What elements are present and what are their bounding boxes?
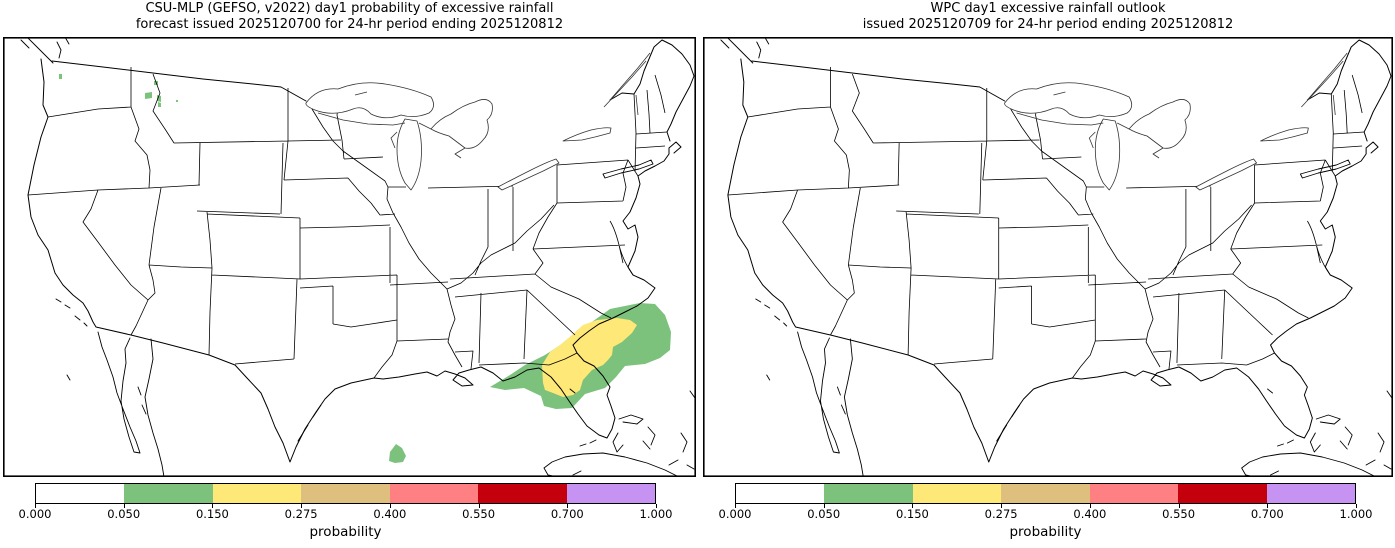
colorbar-tick-label: 0.550 xyxy=(462,507,496,521)
forecast-polygon-nw-speck-5 xyxy=(158,102,161,107)
colorbar-tick-label: 0.400 xyxy=(1073,507,1107,521)
colorbar-segment-0 xyxy=(736,484,825,503)
map-wpc xyxy=(703,37,1393,477)
colorbar-tick-label: 0.400 xyxy=(373,507,407,521)
colorbar-segment-3 xyxy=(1001,484,1090,503)
colorbar-tickmark xyxy=(1356,504,1357,508)
panel-wpc: WPC day1 excessive rainfall outlook issu… xyxy=(703,0,1393,548)
colorbar-label-left: probability xyxy=(309,524,382,540)
map-frame xyxy=(703,37,1393,477)
colorbar-tickmark xyxy=(1267,504,1269,508)
map-svg-right xyxy=(703,37,1393,477)
forecast-polygon-nw-speck-4 xyxy=(157,95,161,102)
colorbar-segment-2 xyxy=(212,484,302,503)
colorbar-tick-label: 0.150 xyxy=(195,507,229,521)
colorbar-tickmark xyxy=(301,504,303,508)
title-line2-right: issued 2025120709 for 24-hr period endin… xyxy=(862,17,1234,32)
colorbar-tickmark xyxy=(123,504,125,508)
colorbar-segment-6 xyxy=(1266,484,1355,503)
colorbar-right xyxy=(735,483,1356,504)
colorbar-segment-5 xyxy=(1178,484,1267,503)
colorbar-tickmark xyxy=(212,504,214,508)
colorbar-tick-label: 0.000 xyxy=(718,507,752,521)
colorbar-segment-2 xyxy=(912,484,1002,503)
map-svg-left xyxy=(3,37,696,477)
colorbar-tickmark xyxy=(389,504,391,508)
colorbar-left xyxy=(35,483,656,504)
colorbar-segment-4 xyxy=(1089,484,1179,503)
panel-title-left: CSU-MLP (GEFSO, v2022) day1 probability … xyxy=(3,1,696,33)
colorbar-tickmark xyxy=(735,504,736,508)
colorbar-tick-label: 1.000 xyxy=(1339,507,1373,521)
colorbar-tick-label: 0.550 xyxy=(1162,507,1196,521)
colorbar-tick-label: 1.000 xyxy=(639,507,673,521)
forecast-polygon-southeast-yellow-0.15 xyxy=(542,318,637,397)
colorbar-segment-0 xyxy=(36,484,125,503)
forecast-polygon-gulf-green-0.05 xyxy=(389,444,406,463)
panel-csu-mlp: CSU-MLP (GEFSO, v2022) day1 probability … xyxy=(3,0,696,548)
colorbar-segment-5 xyxy=(478,484,567,503)
forecast-polygon-nw-speck-3 xyxy=(145,92,152,99)
title-line1-right: WPC day1 excessive rainfall outlook xyxy=(930,1,1166,16)
colorbar-tickmark xyxy=(1001,504,1003,508)
colorbar-tickmark xyxy=(912,504,914,508)
colorbar-segment-3 xyxy=(301,484,390,503)
colorbar-segment-1 xyxy=(124,484,213,503)
colorbar-tickmark xyxy=(35,504,36,508)
colorbar-segment-1 xyxy=(824,484,913,503)
colorbar-tickmark xyxy=(567,504,569,508)
colorbar-tickmark xyxy=(656,504,657,508)
panel-title-right: WPC day1 excessive rainfall outlook issu… xyxy=(703,1,1393,33)
colorbar-tickmark xyxy=(478,504,480,508)
colorbar-tick-label: 0.700 xyxy=(550,507,584,521)
colorbar-segment-6 xyxy=(566,484,655,503)
colorbar-tickmark xyxy=(1089,504,1091,508)
colorbar-tick-label: 0.275 xyxy=(284,507,318,521)
colorbar-tickmark xyxy=(1178,504,1180,508)
colorbar-tick-label: 0.050 xyxy=(807,507,841,521)
colorbar-label-right: probability xyxy=(1009,524,1082,540)
colorbar-tick-label: 0.700 xyxy=(1250,507,1284,521)
forecast-polygon-nw-speck-1 xyxy=(59,74,62,79)
forecast-polygon-nw-speck-6 xyxy=(176,100,178,102)
colorbar-tick-label: 0.000 xyxy=(18,507,52,521)
forecast-overlay xyxy=(59,74,671,463)
colorbar-tick-label: 0.275 xyxy=(984,507,1018,521)
colorbar-tick-label: 0.050 xyxy=(107,507,141,521)
map-csu-mlp xyxy=(3,37,696,477)
colorbar-tickmark xyxy=(823,504,825,508)
colorbar-segment-4 xyxy=(389,484,479,503)
title-line2-left: forecast issued 2025120700 for 24-hr per… xyxy=(135,17,564,32)
map-frame xyxy=(3,37,696,477)
title-line1-left: CSU-MLP (GEFSO, v2022) day1 probability … xyxy=(145,1,554,16)
colorbar-tick-label: 0.150 xyxy=(895,507,929,521)
